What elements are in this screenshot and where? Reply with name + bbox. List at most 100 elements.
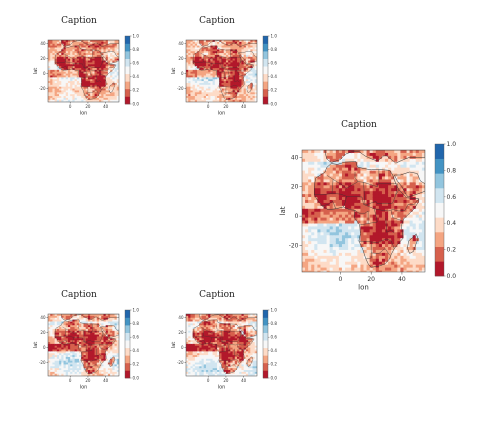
- heatmap-cell: [107, 45, 111, 49]
- heatmap-cell: [105, 315, 109, 319]
- heatmap-cell: [72, 338, 76, 341]
- y-tick-label: 0: [43, 71, 46, 76]
- heatmap-cell: [223, 90, 227, 93]
- heatmap-cell: [85, 75, 89, 78]
- heatmap-cell: [394, 244, 398, 248]
- heatmap-cell: [332, 270, 337, 272]
- heatmap-cell: [305, 205, 309, 210]
- heatmap-cell: [394, 205, 398, 210]
- heatmap-cell: [388, 158, 392, 163]
- heatmap-cell: [99, 321, 102, 324]
- heatmap-cell: [83, 90, 87, 93]
- heatmap-cell: [223, 88, 227, 92]
- heatmap-cell: [50, 56, 54, 60]
- heatmap-cell: [320, 194, 325, 198]
- heatmap-cell: [232, 77, 236, 80]
- heatmap-cell: [197, 88, 200, 92]
- heatmap-cell: [252, 77, 256, 80]
- country-border: [321, 201, 336, 209]
- heatmap-cell: [94, 53, 98, 56]
- country-border: [378, 169, 398, 184]
- heatmap-cell: [234, 96, 238, 99]
- heatmap-cell: [317, 202, 322, 207]
- heatmap-cell: [348, 229, 352, 233]
- heatmap-cell: [54, 41, 58, 45]
- heatmap-cell: [406, 238, 411, 242]
- heatmap-cell: [219, 99, 223, 102]
- heatmap-cell: [323, 255, 328, 260]
- heatmap-cell: [70, 45, 74, 49]
- heatmap-cell: [201, 54, 205, 58]
- heatmap-cell: [345, 185, 349, 189]
- heatmap-cell: [409, 226, 414, 230]
- heatmap-cell: [107, 82, 111, 86]
- heatmap-cell: [326, 244, 331, 248]
- heatmap-cell: [341, 185, 346, 189]
- heatmap-cell: [354, 155, 358, 160]
- heatmap-cell: [54, 345, 58, 349]
- heatmap-cell: [363, 182, 368, 186]
- heatmap-cell: [326, 226, 331, 230]
- heatmap-cell: [311, 188, 315, 192]
- heatmap-cell: [94, 86, 98, 90]
- heatmap-cell: [61, 86, 65, 90]
- heatmap-cell: [81, 338, 85, 341]
- heatmap-cell: [248, 62, 251, 65]
- heatmap-cell: [241, 99, 245, 102]
- heatmap-cell: [56, 317, 60, 321]
- heatmap-cell: [56, 86, 60, 90]
- heatmap-cell: [48, 68, 51, 71]
- heatmap-cell: [403, 179, 408, 183]
- heatmap-cell: [101, 92, 105, 95]
- heatmap-cell: [375, 258, 380, 263]
- heatmap-cell: [302, 191, 306, 195]
- heatmap-cell: [72, 94, 76, 97]
- heatmap-cell: [74, 349, 78, 352]
- heatmap-cell: [388, 197, 392, 201]
- heatmap-cell: [217, 51, 220, 54]
- heatmap-cell: [332, 158, 337, 163]
- heatmap-cell: [103, 347, 107, 351]
- heatmap-cell: [234, 45, 238, 49]
- heatmap-cell: [48, 334, 51, 338]
- heatmap-cell: [332, 229, 337, 233]
- country-border: [237, 70, 244, 77]
- heatmap-cell: [400, 223, 405, 228]
- heatmap-cell: [332, 241, 337, 245]
- heatmap-cell: [345, 197, 349, 201]
- heatmap-cell: [418, 244, 423, 248]
- heatmap-cell: [412, 214, 417, 219]
- heatmap-cell: [250, 47, 254, 50]
- heatmap-cell: [243, 45, 247, 49]
- heatmap-cell: [72, 96, 76, 99]
- heatmap-cell: [50, 330, 54, 334]
- heatmap-cell: [237, 97, 240, 101]
- heatmap-cell: [250, 66, 254, 69]
- panel-caption: Caption: [341, 120, 377, 130]
- heatmap-cell: [76, 54, 80, 58]
- heatmap-cell: [230, 71, 234, 75]
- heatmap-cell: [406, 261, 411, 266]
- heatmap-cell: [418, 229, 423, 233]
- heatmap-cell: [252, 66, 256, 69]
- heatmap-cell: [375, 164, 380, 169]
- coastline: [54, 45, 116, 100]
- heatmap-cell: [415, 249, 420, 254]
- heatmap-cell: [415, 188, 420, 192]
- heatmap-cell: [74, 51, 78, 54]
- heatmap-cell: [372, 261, 377, 266]
- heatmap-cell: [52, 314, 56, 317]
- heatmap-cell: [85, 94, 89, 97]
- heatmap-cell: [83, 347, 87, 351]
- heatmap-cell: [92, 362, 96, 366]
- heatmap-cell: [421, 167, 425, 172]
- heatmap-cell: [409, 247, 414, 251]
- heatmap-cell: [101, 94, 105, 97]
- heatmap-cell: [394, 208, 398, 213]
- heatmap-cell: [403, 167, 408, 172]
- heatmap-cell: [329, 202, 334, 207]
- heatmap-cell: [56, 45, 60, 49]
- heatmap-cell: [107, 332, 111, 336]
- heatmap-cell: [223, 84, 227, 88]
- heatmap-cell: [67, 40, 71, 43]
